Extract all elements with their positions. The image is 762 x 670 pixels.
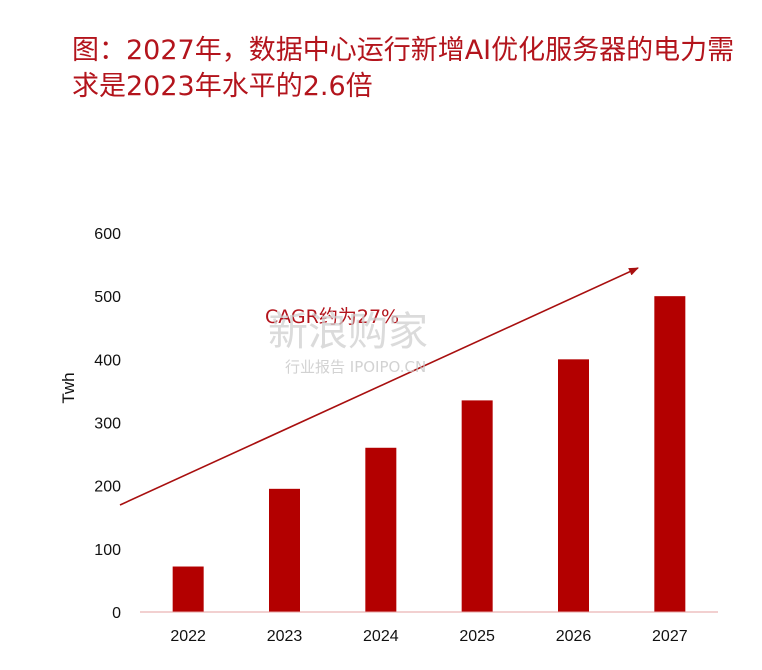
bar-2024: [365, 447, 397, 612]
x-axis-ticks: 2022 2023 2024 2025 2026 2027: [170, 628, 687, 645]
y-tick-label: 300: [94, 416, 121, 433]
cagr-annotation: CAGR约为27%: [265, 306, 399, 328]
y-tick-label: 200: [94, 479, 121, 496]
bars: [172, 296, 686, 612]
x-tick-label: 2022: [170, 628, 206, 645]
chart-title: 图：2027年，数据中心运行新增AI优化服务器的电力需求是2023年水平的2.6…: [72, 35, 735, 102]
x-tick-label: 2025: [459, 628, 495, 645]
y-tick-label: 600: [94, 226, 121, 243]
y-tick-label: 0: [112, 605, 121, 622]
bar-2027: [654, 296, 686, 612]
watermark-logo: 新浪购家: [268, 309, 428, 355]
x-tick-label: 2023: [267, 628, 303, 645]
bar-2026: [558, 359, 589, 612]
x-tick-label: 2026: [556, 628, 592, 645]
bar-2025: [461, 400, 493, 612]
bar-2023: [269, 488, 300, 612]
x-tick-label: 2024: [363, 628, 399, 645]
bar-2022: [172, 566, 204, 612]
y-tick-label: 400: [94, 352, 121, 369]
y-axis-ticks: 0 100 200 300 400 500 600: [94, 226, 121, 622]
watermark-text: 行业报告 IPOIPO.CN: [285, 358, 426, 376]
y-tick-label: 500: [94, 289, 121, 306]
y-axis-label: Twh: [59, 372, 78, 403]
x-tick-label: 2027: [652, 628, 688, 645]
trend-arrow: [119, 267, 639, 506]
y-tick-label: 100: [94, 542, 121, 559]
